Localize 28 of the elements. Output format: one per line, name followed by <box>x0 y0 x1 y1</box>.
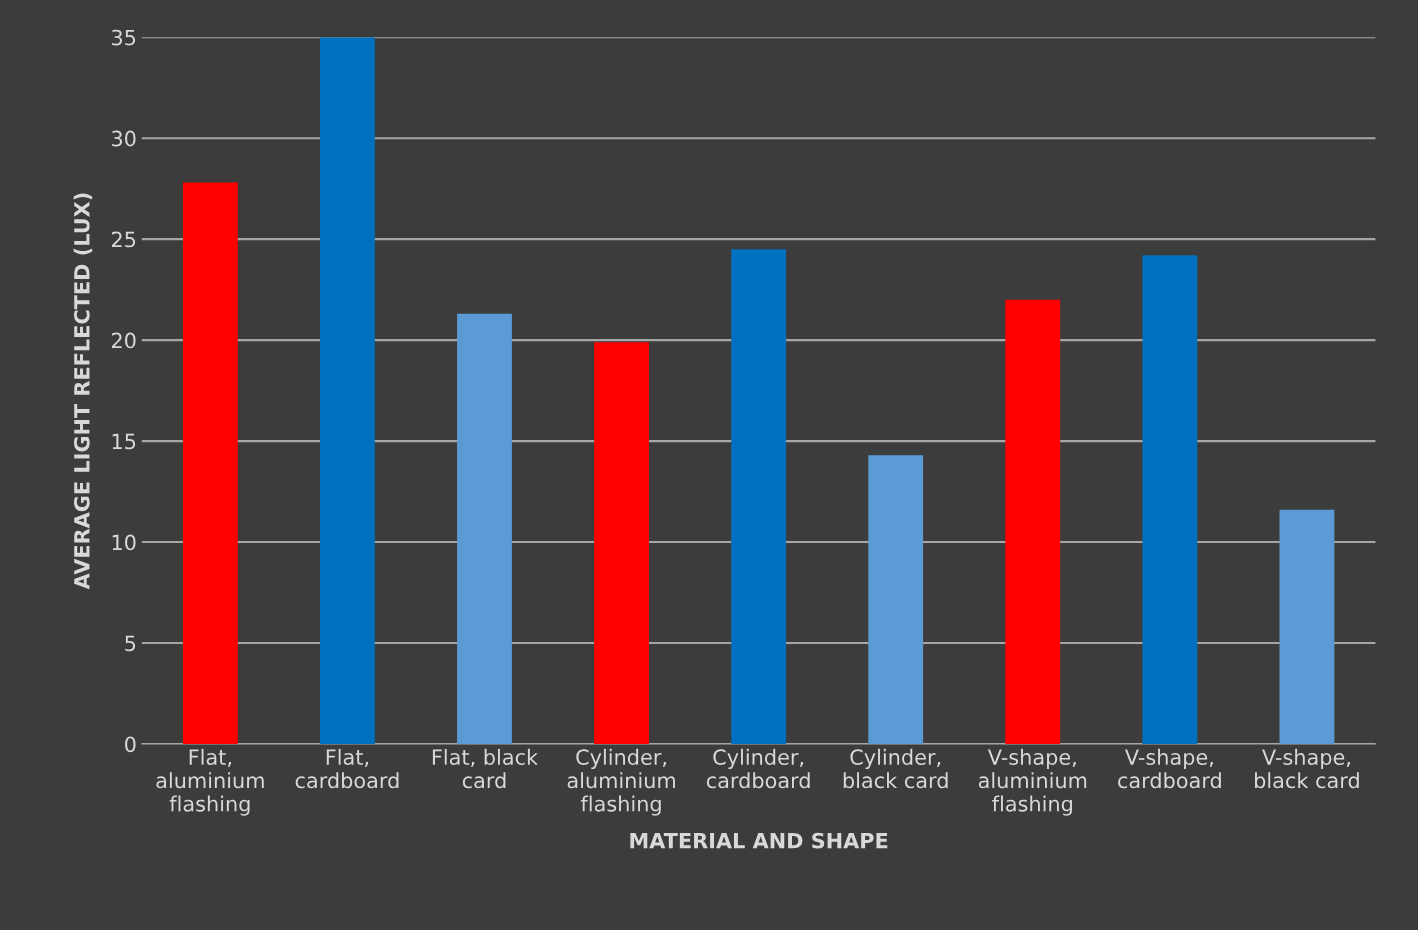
y-tick-label: 30 <box>112 130 136 147</box>
y-tick-label: 10 <box>112 534 136 551</box>
x-tick-label: Flat, black card <box>432 748 539 789</box>
y-axis-title: AVERAGE LIGHT REFLECTED (LUX) <box>73 193 93 590</box>
bar <box>731 249 787 744</box>
x-tick-label: V-shape, black card <box>1255 748 1359 789</box>
bar <box>320 37 375 744</box>
y-tick-label: 5 <box>125 635 136 652</box>
x-tick-label: Flat, cardboard <box>295 748 399 789</box>
bar <box>1142 255 1198 744</box>
x-tick-label: Cylinder, black card <box>843 748 948 789</box>
y-tick-label: 25 <box>111 231 136 248</box>
x-tick-label: Cylinder, aluminium flashing <box>567 748 675 816</box>
bar <box>1005 299 1061 744</box>
x-tick-label: Flat, aluminium flashing <box>156 748 264 816</box>
x-tick-label: V-shape, aluminium flashing <box>978 748 1087 816</box>
x-tick-label: Cylinder, cardboard <box>706 748 810 789</box>
bar <box>594 342 649 744</box>
y-tick-label: 35 <box>112 29 136 46</box>
y-tick-label: 0 <box>125 736 136 753</box>
x-tick-label: V-shape, cardboard <box>1118 748 1221 789</box>
bar <box>1279 509 1335 744</box>
bar <box>182 182 238 744</box>
y-tick-label: 20 <box>111 332 136 349</box>
bar <box>457 313 512 744</box>
bar <box>868 455 924 744</box>
x-axis-title: MATERIAL AND SHAPE <box>630 832 888 849</box>
y-tick-label: 15 <box>112 433 136 450</box>
